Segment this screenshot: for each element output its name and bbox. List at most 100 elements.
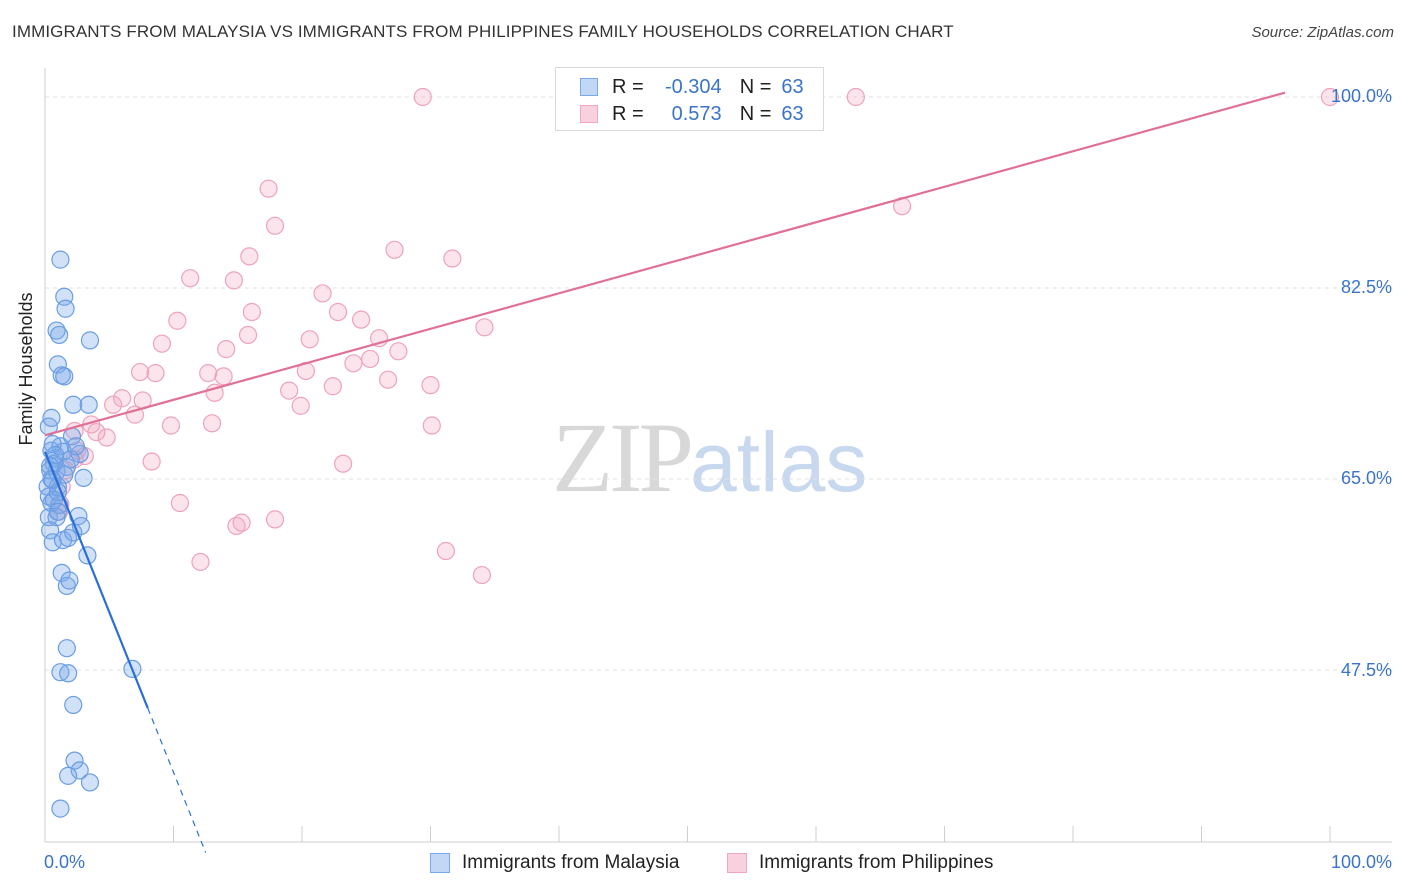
philippines-point — [191, 552, 210, 572]
bottom-legend-swatch-philippines — [727, 853, 747, 873]
malaysia-point — [70, 761, 89, 780]
chart-source: Source: ZipAtlas.com — [1251, 24, 1394, 41]
malaysia-point — [80, 331, 100, 350]
philippines-point — [242, 302, 261, 322]
legend-r-label: R = — [612, 75, 644, 98]
series-malaysia-points — [38, 250, 142, 818]
malaysia-point — [64, 395, 83, 414]
legend-n-value: 63 — [781, 75, 804, 98]
philippines-point — [181, 269, 200, 288]
malaysia-point — [59, 766, 78, 785]
philippines-point — [199, 364, 218, 383]
y-tick-label-47-5: 47.5% — [1340, 660, 1392, 680]
x-tick-label-0: 0.0% — [44, 852, 86, 872]
philippines-point — [259, 179, 278, 198]
legend-swatch-malaysia — [580, 78, 598, 96]
axes — [44, 68, 1392, 843]
legend-n-label: N = — [739, 75, 772, 98]
trend-lines — [43, 91, 1286, 853]
malaysia-point — [80, 773, 100, 792]
malaysia-point — [74, 468, 93, 488]
legend-r-value: -0.304 — [664, 75, 722, 98]
philippines-point — [214, 367, 233, 386]
bottom-legend-label-malaysia: Immigrants from Malaysia — [462, 852, 680, 873]
philippines-point — [378, 370, 398, 389]
legend-row-philippines: R = 0.573 N = 63 — [580, 101, 804, 127]
philippines-point — [361, 349, 380, 369]
malaysia-point — [60, 571, 79, 590]
legend-row-malaysia: R = -0.304 N = 63 — [580, 74, 804, 100]
malaysia-point — [48, 502, 67, 521]
watermark: ZIPatlas — [552, 400, 867, 515]
philippines-point — [475, 318, 494, 337]
trend-line-philippines — [44, 91, 1286, 437]
philippines-point — [265, 216, 285, 235]
philippines-point — [313, 284, 332, 303]
malaysia-point — [39, 508, 58, 527]
malaysia-point — [42, 408, 61, 427]
bottom-legend-swatch-malaysia — [430, 853, 450, 873]
correlation-legend: R = -0.304 N = 63 R = 0.573 N = 63 — [555, 67, 824, 131]
philippines-point — [472, 565, 491, 585]
philippines-point — [280, 381, 299, 400]
legend-swatch-philippines — [580, 105, 598, 123]
bottom-legend-philippines: Immigrants from Philippines — [727, 852, 993, 874]
bottom-legend-label-philippines: Immigrants from Philippines — [759, 852, 994, 873]
malaysia-point — [65, 751, 84, 770]
malaysia-point — [51, 250, 70, 269]
y-tick-label-65: 65.0% — [1340, 468, 1392, 488]
philippines-point — [232, 513, 251, 532]
philippines-point — [413, 87, 432, 107]
philippines-point — [217, 340, 236, 359]
philippines-point — [421, 376, 440, 395]
philippines-point — [328, 302, 348, 322]
watermark-zip: ZIP — [552, 402, 694, 513]
legend-n-value: 63 — [781, 102, 804, 125]
philippines-point — [352, 310, 371, 329]
philippines-point — [168, 311, 187, 330]
philippines-point — [202, 414, 222, 433]
philippines-point — [240, 247, 259, 266]
philippines-point — [170, 493, 190, 513]
philippines-point — [1320, 87, 1340, 107]
malaysia-point — [43, 434, 62, 454]
trend-line-malaysia — [43, 451, 149, 709]
philippines-point — [97, 428, 116, 447]
philippines-point — [344, 354, 363, 373]
philippines-point — [846, 87, 865, 107]
malaysia-point — [50, 325, 69, 345]
philippines-point — [227, 516, 246, 536]
series-philippines-points — [50, 87, 1340, 585]
malaysia-point — [59, 664, 78, 683]
philippines-point — [152, 334, 172, 353]
grid-lines — [45, 96, 1392, 671]
philippines-point — [385, 240, 404, 259]
bottom-legend-malaysia: Immigrants from Malaysia — [430, 852, 680, 874]
trend-line-malaysia-extension — [147, 707, 207, 853]
y-tick-label-82-5: 82.5% — [1340, 277, 1392, 297]
philippines-point — [142, 452, 161, 471]
philippines-point — [443, 249, 462, 268]
philippines-point — [112, 389, 132, 408]
legend-r-value: 0.573 — [671, 102, 722, 125]
x-tick-label-100: 100.0% — [1330, 852, 1392, 872]
malaysia-point — [64, 695, 83, 715]
philippines-point — [436, 541, 456, 561]
malaysia-point — [59, 528, 78, 548]
philippines-point — [323, 377, 342, 396]
watermark-atlas: atlas — [690, 415, 868, 509]
malaysia-point — [79, 395, 98, 414]
philippines-point — [161, 416, 181, 435]
philippines-point — [265, 510, 285, 529]
malaysia-point — [66, 437, 85, 456]
malaysia-point — [56, 299, 75, 318]
philippines-point — [130, 362, 150, 382]
philippines-point — [104, 395, 123, 414]
philippines-point — [87, 422, 106, 442]
philippines-point — [146, 364, 165, 383]
philippines-point — [224, 271, 243, 290]
legend-r-label: R = — [612, 102, 644, 125]
philippines-point — [300, 330, 319, 349]
legend-n-label: N = — [739, 102, 772, 125]
